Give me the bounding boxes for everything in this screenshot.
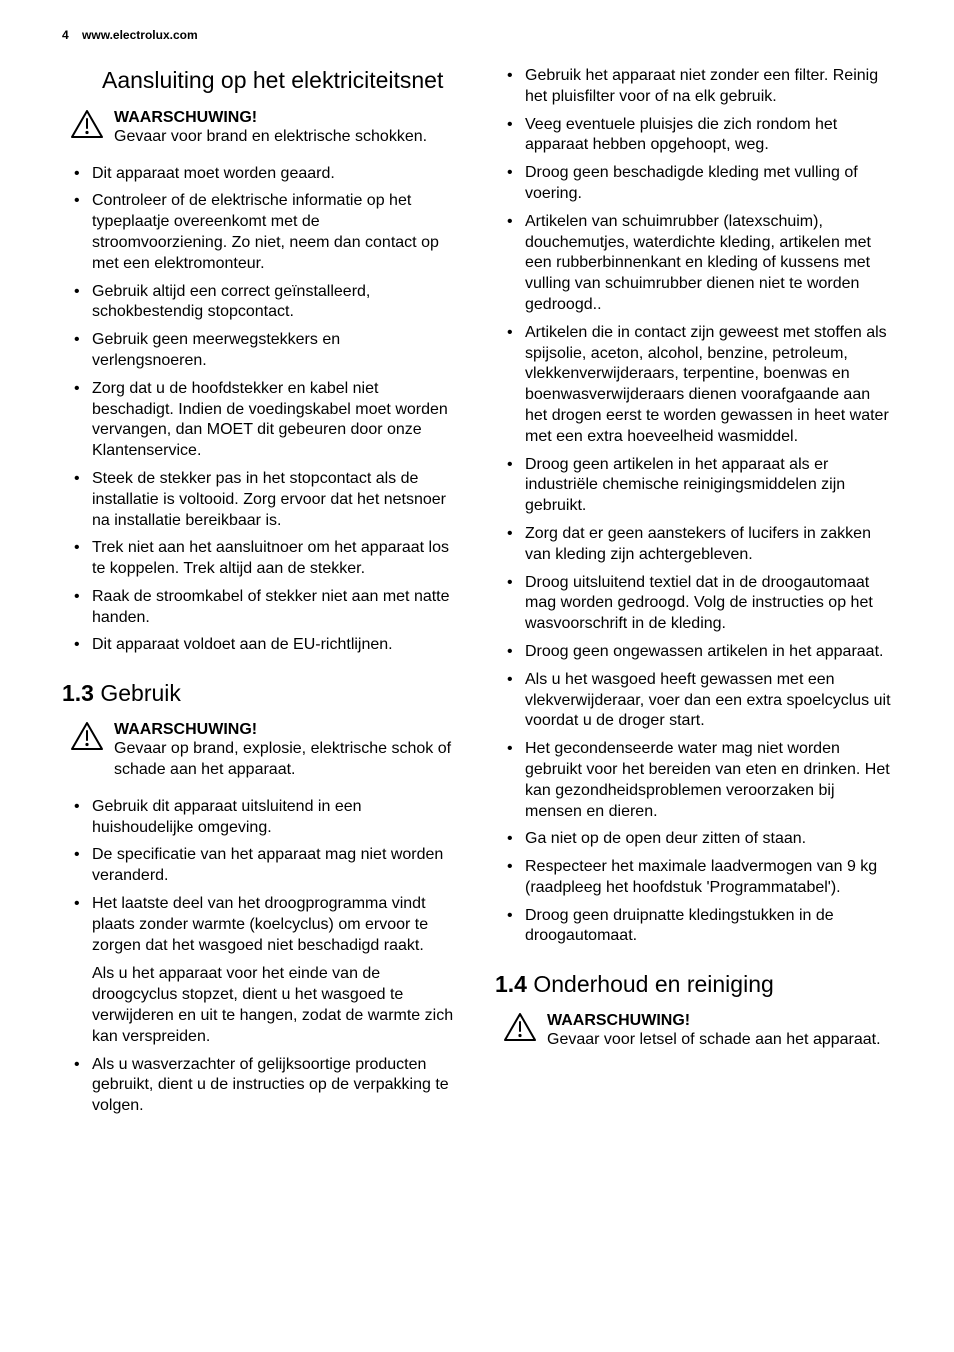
list-item: Het laatste deel van het droogprogramma … bbox=[62, 894, 459, 956]
page-header: 4 www.electrolux.com bbox=[62, 28, 892, 42]
warning-title: WAARSCHUWING! bbox=[114, 721, 459, 739]
list-item: Respecteer het maximale laadvermogen van… bbox=[495, 857, 892, 899]
list-item: Dit apparaat voldoet aan de EU-richtlijn… bbox=[62, 635, 459, 656]
list-item: De specificatie van het apparaat mag nie… bbox=[62, 845, 459, 887]
page-number: 4 bbox=[62, 28, 69, 42]
list-item: Ga niet op de open deur zitten of staan. bbox=[495, 829, 892, 850]
warning-content: WAARSCHUWING! Gevaar voor letsel of scha… bbox=[547, 1012, 881, 1051]
warning-text: Gevaar voor brand en elektrische schokke… bbox=[114, 127, 427, 148]
list-item: Controleer of de elektrische informatie … bbox=[62, 191, 459, 274]
warning-title: WAARSCHUWING! bbox=[547, 1012, 881, 1030]
list-item: Dit apparaat moet worden geaard. bbox=[62, 164, 459, 185]
list-item: Artikelen die in contact zijn geweest me… bbox=[495, 323, 892, 448]
continuation-paragraph: Als u het apparaat voor het einde van de… bbox=[62, 964, 459, 1047]
list-item: Droog geen druipnatte kledingstukken in … bbox=[495, 906, 892, 948]
site-url: www.electrolux.com bbox=[82, 28, 198, 42]
list-item: Raak de stroomkabel of stekker niet aan … bbox=[62, 587, 459, 629]
warning-content: WAARSCHUWING! Gevaar op brand, explosie,… bbox=[114, 721, 459, 781]
list-item: Als u wasverzachter of gelijksoortige pr… bbox=[62, 1055, 459, 1117]
list-item: Droog geen ongewassen artikelen in het a… bbox=[495, 642, 892, 663]
list-item: Zorg dat er geen aanstekers of lucifers … bbox=[495, 524, 892, 566]
warning-block-use: WAARSCHUWING! Gevaar op brand, explosie,… bbox=[70, 721, 459, 781]
list-item: Gebruik dit apparaat uitsluitend in een … bbox=[62, 797, 459, 839]
columns: Aansluiting op het elektriciteitsnet WAA… bbox=[62, 66, 892, 1125]
list-item: Zorg dat u de hoofdstekker en kabel niet… bbox=[62, 379, 459, 462]
section-number: 1.4 bbox=[495, 971, 527, 997]
warning-content: WAARSCHUWING! Gevaar voor brand en elekt… bbox=[114, 109, 427, 148]
right-column: Gebruik het apparaat niet zonder een fil… bbox=[495, 66, 892, 1125]
warning-title: WAARSCHUWING! bbox=[114, 109, 427, 127]
warning-block-maintenance: WAARSCHUWING! Gevaar voor letsel of scha… bbox=[503, 1012, 892, 1051]
list-item: Droog geen artikelen in het apparaat als… bbox=[495, 455, 892, 517]
section-title: Onderhoud en reiniging bbox=[527, 971, 774, 997]
left-column: Aansluiting op het elektriciteitsnet WAA… bbox=[62, 66, 459, 1125]
list-item: Gebruik altijd een correct geïnstalleerd… bbox=[62, 282, 459, 324]
bullet-list-use-a: Gebruik dit apparaat uitsluitend in een … bbox=[62, 797, 459, 957]
list-item: Het gecondenseerde water mag niet worden… bbox=[495, 739, 892, 822]
list-item: Gebruik het apparaat niet zonder een fil… bbox=[495, 66, 892, 108]
section-heading-use: 1.3 Gebruik bbox=[62, 680, 459, 707]
warning-icon bbox=[503, 1012, 537, 1051]
list-item: Veeg eventuele pluisjes die zich rondom … bbox=[495, 115, 892, 157]
section-title: Gebruik bbox=[94, 680, 181, 706]
list-item: Gebruik geen meerwegstekkers en verlengs… bbox=[62, 330, 459, 372]
bullet-list-use-b: Als u wasverzachter of gelijksoortige pr… bbox=[62, 1055, 459, 1117]
warning-text: Gevaar voor letsel of schade aan het app… bbox=[547, 1030, 881, 1051]
warning-icon bbox=[70, 721, 104, 781]
list-item: Artikelen van schuimrubber (latexschuim)… bbox=[495, 212, 892, 316]
section-heading-maintenance: 1.4 Onderhoud en reiniging bbox=[495, 971, 892, 998]
bullet-list-connection: Dit apparaat moet worden geaard. Controle… bbox=[62, 164, 459, 657]
sub-heading-connection: Aansluiting op het elektriciteitsnet bbox=[102, 66, 459, 95]
list-item: Trek niet aan het aansluitnoer om het ap… bbox=[62, 538, 459, 580]
warning-text: Gevaar op brand, explosie, elektrische s… bbox=[114, 739, 459, 781]
bullet-list-right: Gebruik het apparaat niet zonder een fil… bbox=[495, 66, 892, 947]
list-item: Als u het wasgoed heeft gewassen met een… bbox=[495, 670, 892, 732]
warning-block-connection: WAARSCHUWING! Gevaar voor brand en elekt… bbox=[70, 109, 459, 148]
section-number: 1.3 bbox=[62, 680, 94, 706]
list-item: Droog geen beschadigde kleding met vulli… bbox=[495, 163, 892, 205]
list-item: Steek de stekker pas in het stopcontact … bbox=[62, 469, 459, 531]
list-item: Droog uitsluitend textiel dat in de droo… bbox=[495, 573, 892, 635]
warning-icon bbox=[70, 109, 104, 148]
